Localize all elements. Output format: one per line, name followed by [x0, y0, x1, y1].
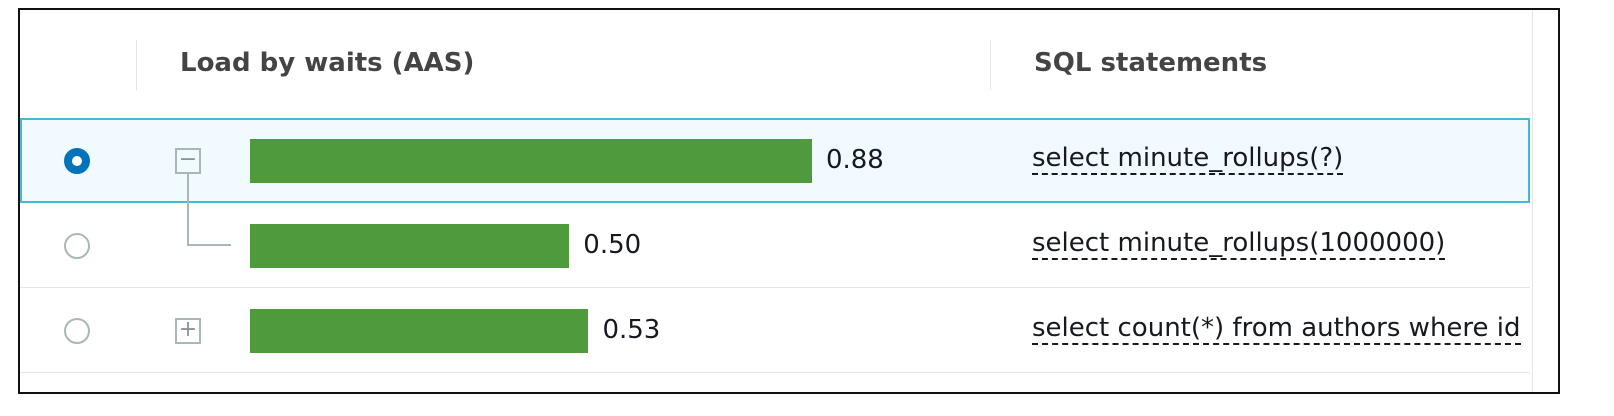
- table-frame: Load by waits (AAS) SQL statements − 0.88…: [18, 8, 1560, 394]
- sql-statement[interactable]: select minute_rollups(1000000): [1032, 227, 1446, 260]
- load-value: 0.88: [825, 144, 884, 175]
- load-bar: [250, 138, 812, 183]
- sql-statement[interactable]: select count(*) from authors where id: [1032, 312, 1521, 345]
- column-separator: [136, 40, 137, 90]
- table: Load by waits (AAS) SQL statements − 0.88…: [20, 10, 1533, 392]
- expand-toggle[interactable]: +: [175, 317, 201, 344]
- tree-connector: [187, 173, 231, 246]
- column-header[interactable]: SQL statements: [1034, 48, 1268, 78]
- load-value: 0.50: [583, 229, 642, 260]
- column-header[interactable]: Load by waits (AAS): [180, 48, 475, 78]
- table-row[interactable]: [20, 203, 1530, 288]
- load-value: 0.53: [602, 314, 661, 345]
- expand-toggle[interactable]: −: [175, 147, 201, 174]
- sql-statement[interactable]: select minute_rollups(?): [1032, 142, 1344, 175]
- load-bar: [250, 308, 589, 353]
- column-separator: [990, 40, 991, 90]
- radio-button[interactable]: [64, 232, 90, 259]
- radio-button[interactable]: [64, 317, 90, 344]
- load-bar: [250, 223, 570, 268]
- table-row[interactable]: [20, 288, 1530, 373]
- radio-button[interactable]: [64, 147, 90, 174]
